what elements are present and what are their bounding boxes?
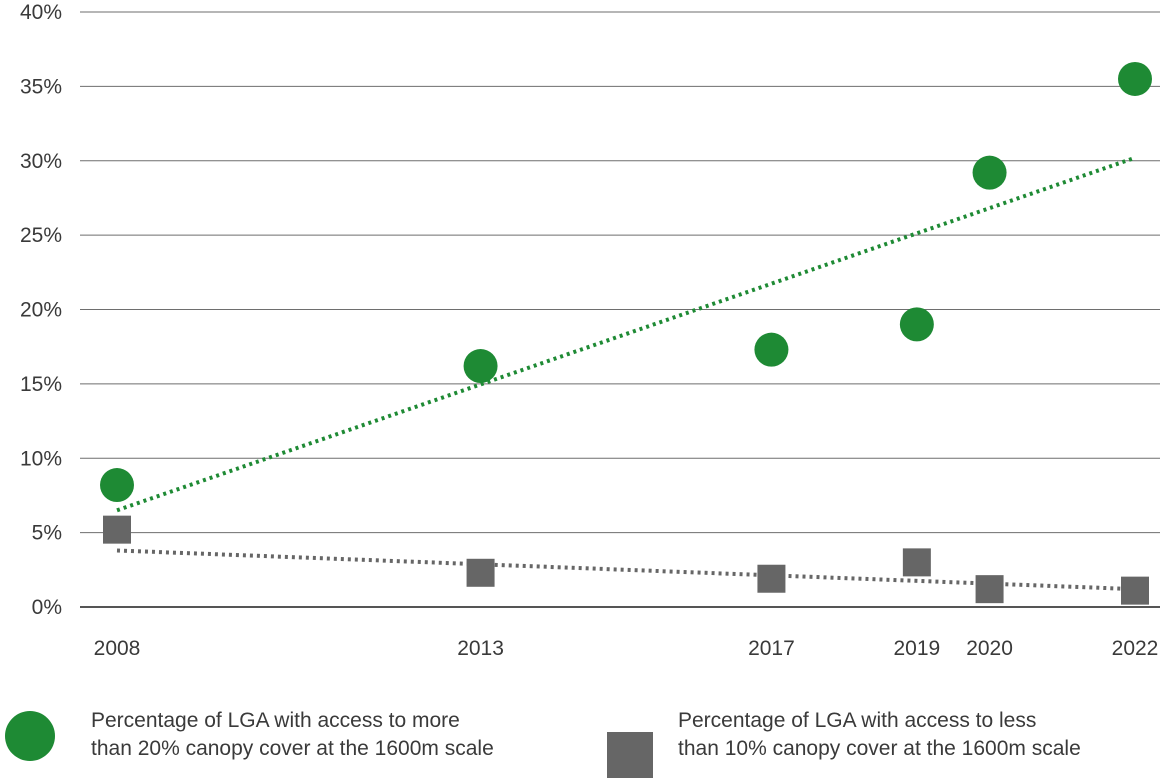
legend-square-icon (607, 732, 653, 778)
data-point-circle (463, 349, 498, 384)
x-tick-label: 2017 (748, 637, 795, 660)
x-axis-tick-labels: 2008 2013 2017 2019 2020 2022 (94, 637, 1159, 660)
x-tick-label: 2020 (966, 637, 1013, 660)
grid-lines (80, 11, 1160, 608)
y-tick-label: 25% (20, 224, 62, 247)
data-point-square (103, 515, 131, 544)
data-point-circle (899, 307, 934, 342)
data-point-square (757, 564, 786, 593)
trendline-2 (116, 548, 1136, 592)
legend-label: Percentage of LGA with access to less th… (678, 709, 1081, 760)
data-point-square (902, 548, 931, 577)
data-point-circle (1118, 61, 1152, 96)
trendline-1 (116, 155, 1136, 513)
x-tick-label: 2019 (893, 637, 940, 660)
y-tick-label: 20% (20, 299, 62, 322)
data-point-square (1121, 576, 1149, 605)
y-tick-label: 0% (32, 596, 62, 619)
data-point-circle (972, 155, 1007, 190)
y-axis-tick-labels: 0% 5% 10% 15% 20% 25% 30% 35% 40% (20, 1, 62, 619)
trendlines (116, 155, 1136, 592)
data-point-square (466, 558, 495, 587)
y-tick-label: 15% (20, 373, 62, 396)
legend-circle-icon (5, 711, 55, 761)
x-tick-label: 2008 (94, 637, 141, 660)
y-tick-label: 30% (20, 150, 62, 173)
y-tick-label: 40% (20, 1, 62, 24)
legend-label: Percentage of LGA with access to more th… (91, 709, 494, 760)
legend-item-gray: Percentage of LGA with access to less th… (607, 707, 1081, 778)
y-tick-label: 35% (20, 75, 62, 98)
y-tick-label: 5% (32, 522, 62, 545)
legend-item-green: Percentage of LGA with access to more th… (5, 707, 494, 763)
x-tick-label: 2022 (1112, 637, 1159, 660)
data-points (100, 61, 1152, 605)
x-tick-label: 2013 (457, 637, 504, 660)
scatter-chart: 0%5%10%15%20%25%30%35%40% 2008 2013 2017 20… (20, 1, 1160, 660)
data-point-circle (754, 332, 789, 367)
data-point-circle (100, 468, 134, 503)
y-tick-label: 10% (20, 447, 62, 470)
data-point-square (975, 575, 1004, 604)
